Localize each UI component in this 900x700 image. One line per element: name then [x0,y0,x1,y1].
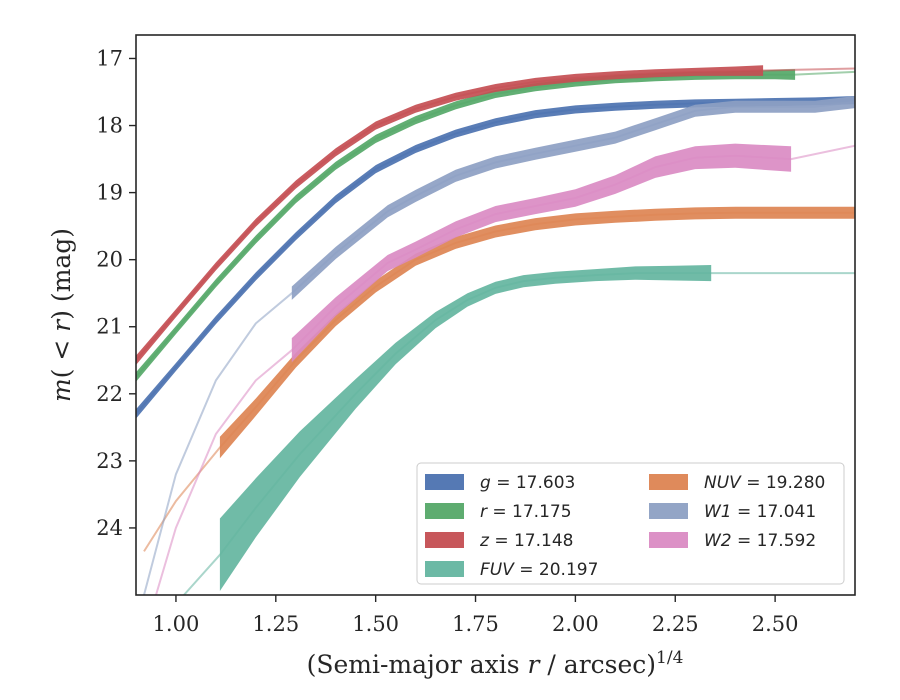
y-axis: 17 18 19 20 21 22 23 24 [96,46,136,540]
legend-box [416,462,845,585]
series-band-r [136,69,796,382]
y-tick-label: 18 [96,114,123,138]
series-band-w1 [291,96,855,300]
series-z [136,65,855,365]
legend-swatch [425,532,464,548]
series-line-r [136,70,855,378]
y-tick-label: 22 [96,382,123,406]
y-tick-label: 17 [96,46,123,70]
legend-swatch [425,561,464,577]
legend-item-w2: W2 = 17.592 [649,531,816,551]
legend-item-w1: W1 = 17.041 [649,502,816,522]
legend-swatch [649,503,688,519]
legend-label: FUV = 20.197 [480,560,598,580]
y-tick-label: 21 [96,315,123,339]
series-band-fuv [219,265,712,591]
legend-swatch [425,474,464,490]
legend: g = 17.603 r = 17.175 z = 17.148 FUV = 20.1… [416,462,845,585]
series-band-z [136,65,764,365]
x-tick-label: 1.75 [452,612,499,636]
y-tick-label: 23 [96,449,123,473]
x-axis-label: (Semi-major axis r / arcsec)1/4 [307,648,684,679]
series-layer [136,65,855,595]
x-tick-label: 2.00 [552,612,599,636]
series-r [136,69,855,382]
legend-swatch [649,474,688,490]
legend-item-fuv: FUV = 20.197 [425,560,598,580]
series-nuv [143,206,855,552]
legend-label: W1 = 17.041 [704,502,816,522]
legend-item-r: r = 17.175 [425,502,572,522]
legend-swatch [425,503,464,519]
legend-label: W2 = 17.592 [704,531,816,551]
series-fuv [183,265,855,595]
y-tick-label: 20 [96,248,123,272]
y-axis-label: m( < r) (mag) [47,228,76,402]
x-tick-label: 1.00 [153,612,200,636]
x-tick-label: 1.50 [352,612,399,636]
series-w1 [143,96,855,595]
legend-item-nuv: NUV = 19.280 [649,473,825,493]
legend-item-g: g = 17.603 [425,473,575,493]
legend-label: r = 17.175 [480,502,572,522]
legend-label: z = 17.148 [479,531,573,551]
x-tick-label: 1.25 [252,612,299,636]
legend-label: NUV = 19.280 [704,473,825,493]
y-tick-label: 24 [96,516,123,540]
legend-swatch [649,532,688,548]
plot-frame [135,34,856,596]
x-axis: 1.00 1.25 1.50 1.75 2.00 2.25 2.50 [153,595,799,636]
x-tick-label: 2.25 [652,612,699,636]
x-tick-label: 2.50 [752,612,799,636]
series-w2 [155,143,855,595]
y-tick-label: 19 [96,181,123,205]
legend-item-z: z = 17.148 [425,531,573,551]
series-band-w2 [291,143,792,363]
legend-label: g = 17.603 [480,473,575,493]
